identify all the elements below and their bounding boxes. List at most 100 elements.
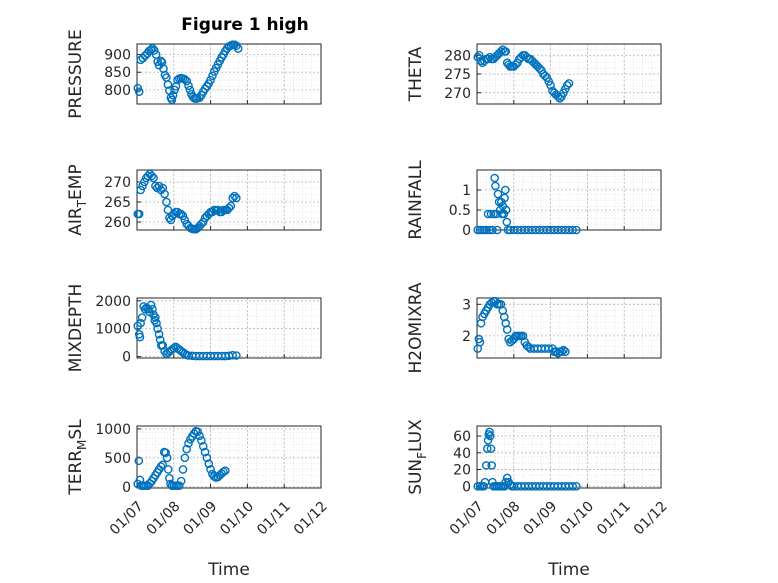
y-axis-label-subscript: M <box>75 440 89 450</box>
data-point <box>137 313 147 322</box>
y-axis-label-main: SUN <box>406 459 426 495</box>
data-point <box>562 80 572 90</box>
y-tick-label: 275 <box>444 67 471 83</box>
data-point <box>219 467 228 477</box>
data-point <box>158 183 168 193</box>
y-tick-label: 800 <box>104 83 131 99</box>
data-point <box>546 80 555 90</box>
subplot-5: 0 1000 2000 MIXDEPTH <box>66 284 322 372</box>
data-point <box>134 87 144 96</box>
data-point <box>146 45 156 54</box>
x-tick-label: 01/11 <box>254 498 294 538</box>
y-axis-label: TERRMSL <box>66 419 89 496</box>
data-point <box>175 481 184 490</box>
data-point <box>488 225 497 235</box>
data-point <box>197 219 206 229</box>
y-tick-label: 260 <box>104 215 131 231</box>
data-point <box>136 55 145 65</box>
y-tick-label: 2000 <box>95 294 131 310</box>
data-point <box>572 482 581 491</box>
x-tick-label: 01/08 <box>484 498 524 538</box>
y-axis-label: RAINFALL <box>406 160 426 240</box>
y-axis-label-tail: EMP <box>66 164 86 200</box>
data-point <box>486 444 496 453</box>
data-point <box>184 81 193 90</box>
y-axis-label-main: TERR <box>66 450 86 496</box>
y-tick-label: 500 <box>104 451 131 467</box>
data-point <box>180 74 190 84</box>
data-point <box>224 203 234 213</box>
data-point <box>152 318 161 328</box>
data-series <box>473 296 570 358</box>
y-axis-label: PRESSURE <box>66 29 86 118</box>
y-tick-label: 850 <box>104 65 131 81</box>
data-point <box>169 343 179 353</box>
data-point <box>136 185 145 195</box>
data-point <box>564 79 574 88</box>
y-axis-label-subscript: F <box>415 452 429 459</box>
y-tick-label: 270 <box>104 175 131 191</box>
y-axis-label-main: RAINFALL <box>406 160 426 240</box>
data-point <box>496 47 506 56</box>
data-point <box>500 193 509 203</box>
data-point <box>184 439 193 448</box>
data-point <box>501 47 511 56</box>
data-point <box>206 75 215 85</box>
data-point <box>561 347 570 356</box>
data-point <box>195 93 204 102</box>
data-point <box>182 76 191 86</box>
data-point <box>501 205 511 215</box>
x-tick-label: 01/09 <box>181 498 221 538</box>
data-point <box>162 453 172 463</box>
data-point <box>156 462 166 471</box>
y-axis-label-main: PRESSURE <box>66 29 86 118</box>
data-point <box>195 431 204 441</box>
y-tick-label: 2 <box>462 329 471 345</box>
data-series <box>133 169 241 234</box>
data-series <box>133 426 230 490</box>
data-point <box>226 201 236 211</box>
y-axis-label-tail: SL <box>66 419 86 440</box>
data-series <box>133 40 243 105</box>
data-point <box>182 444 191 454</box>
axes-box <box>136 169 322 231</box>
y-axis-label-tail: LUX <box>406 419 426 452</box>
data-point <box>209 472 219 481</box>
data-point <box>486 209 496 219</box>
data-point <box>158 460 168 470</box>
data-point <box>483 444 492 453</box>
data-point <box>568 482 577 491</box>
data-point <box>482 225 491 235</box>
x-tick-label: 01/10 <box>557 498 597 538</box>
y-tick-label: 270 <box>444 86 471 102</box>
data-point <box>228 193 237 203</box>
data-point <box>136 318 145 328</box>
data-point <box>140 177 149 187</box>
subplot-2: 270 275 280 THETA <box>406 43 662 105</box>
data-point <box>161 448 171 457</box>
data-point <box>163 80 173 89</box>
y-tick-label: 20 <box>453 463 471 479</box>
y-axis-label-main: AIR <box>66 207 86 236</box>
data-point <box>160 189 169 199</box>
x-tick-label: 01/09 <box>521 498 561 538</box>
data-series <box>473 173 581 235</box>
data-point <box>178 465 188 474</box>
data-point <box>151 313 160 322</box>
data-point <box>502 217 512 227</box>
x-tick-label: 01/12 <box>291 498 331 538</box>
data-point <box>198 441 208 451</box>
x-tick-label: 01/07 <box>107 498 147 538</box>
y-tick-label: 0 <box>122 480 131 496</box>
data-point <box>193 427 203 437</box>
data-point <box>162 197 171 207</box>
x-axis-label: Time <box>547 560 590 580</box>
data-point <box>163 465 173 474</box>
data-point <box>176 209 186 219</box>
y-tick-label: 0.5 <box>449 203 471 219</box>
data-point <box>153 324 162 333</box>
data-point <box>232 351 241 360</box>
data-series <box>133 300 241 361</box>
